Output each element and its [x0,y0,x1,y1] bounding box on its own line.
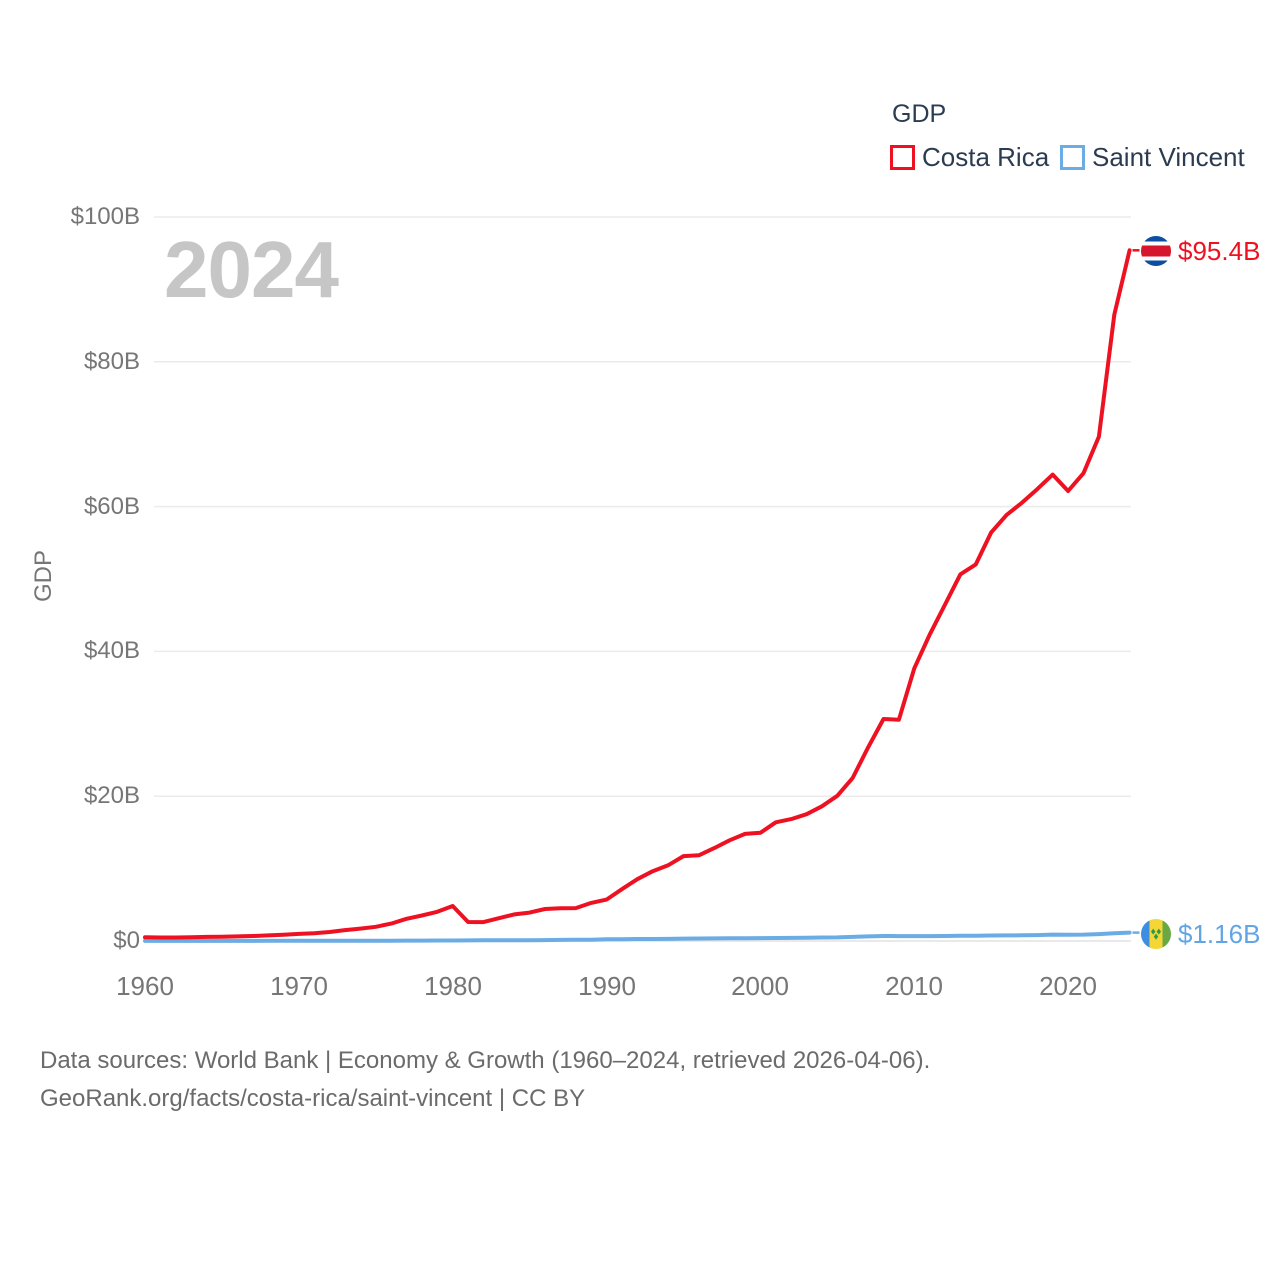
costa-rica-flag-icon [1141,236,1171,266]
y-axis-title: GDP [30,549,57,603]
end-label-saint-vincent: $1.16B [1141,918,1260,950]
x-tick-1980: 1980 [424,971,482,1001]
y-tick-20b: $20B [83,782,140,809]
x-tick-2020: 2020 [1039,971,1097,1001]
saint-vincent-swatch-icon [1060,144,1085,170]
costa-rica-swatch-icon [890,144,915,170]
x-tick-2010: 2010 [885,971,943,1001]
legend-title: GDP [892,100,947,128]
series-line-saint-vincent [143,930,1132,943]
x-tick-1970: 1970 [270,971,328,1001]
saint-vincent-flag-icon [1141,919,1171,949]
end-value-saint-vincent: $1.16B [1178,918,1261,949]
gridlines [154,216,1131,942]
series-line-costa-rica [143,248,1132,940]
y-tick-100b: $100B [70,203,140,230]
end-value-costa-rica: $95.4B [1178,235,1261,266]
y-tick-80b: $80B [83,348,140,375]
y-tick-60b: $60B [83,493,140,520]
end-label-costa-rica: $95.4B [1141,235,1260,267]
footer: Data sources: World Bank | Economy & Gro… [40,1042,930,1118]
footer-attribution-line: GeoRank.org/facts/costa-rica/saint-vince… [40,1085,586,1112]
legend-label-costa-rica: Costa Rica [922,141,1050,172]
watermark-year: 2024 [164,225,339,314]
legend-item-saint-vincent[interactable]: Saint Vincent [1060,142,1245,172]
legend-item-costa-rica[interactable]: Costa Rica [890,142,1049,172]
y-tick-0: $0 [113,927,140,954]
footer-sources-line: Data sources: World Bank | Economy & Gro… [40,1047,931,1074]
x-tick-1990: 1990 [578,971,636,1001]
x-tick-2000: 2000 [731,971,789,1001]
x-tick-1960: 1960 [116,971,174,1001]
legend-label-saint-vincent: Saint Vincent [1092,141,1245,172]
y-tick-40b: $40B [83,637,140,664]
